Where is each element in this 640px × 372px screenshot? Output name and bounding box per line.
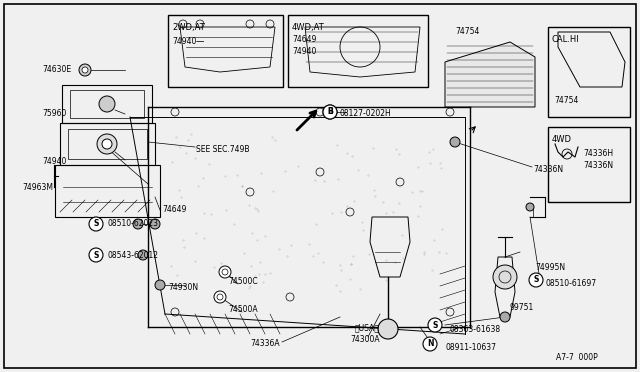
Circle shape <box>97 134 117 154</box>
Text: B: B <box>327 108 333 116</box>
Bar <box>548 127 630 202</box>
Text: 08127-0202H: 08127-0202H <box>340 109 392 119</box>
Text: 4WD: 4WD <box>552 135 572 144</box>
Polygon shape <box>445 42 535 107</box>
Text: 74754: 74754 <box>455 28 479 36</box>
Text: 74649: 74649 <box>162 205 186 215</box>
Text: 〈USA〉: 〈USA〉 <box>355 324 380 333</box>
Circle shape <box>217 294 223 300</box>
Circle shape <box>423 337 437 351</box>
Text: B: B <box>327 108 333 116</box>
Circle shape <box>150 219 160 229</box>
Circle shape <box>378 319 398 339</box>
Text: S: S <box>432 321 438 330</box>
Text: 74995N: 74995N <box>535 263 565 272</box>
Text: 74940: 74940 <box>292 47 316 56</box>
Circle shape <box>323 105 337 119</box>
Text: 74336N: 74336N <box>583 161 613 170</box>
Text: S: S <box>533 276 539 285</box>
Text: 08363-61638: 08363-61638 <box>449 324 500 334</box>
Text: A7-7  000P: A7-7 000P <box>556 353 598 362</box>
Text: 74500A: 74500A <box>228 305 258 314</box>
Circle shape <box>89 217 103 231</box>
Circle shape <box>133 219 143 229</box>
Circle shape <box>102 139 112 149</box>
Bar <box>168 15 283 87</box>
Text: 2WD,AT: 2WD,AT <box>172 23 205 32</box>
Text: 08543-62012: 08543-62012 <box>108 250 159 260</box>
Text: 74336N: 74336N <box>533 166 563 174</box>
Circle shape <box>89 248 103 262</box>
Text: 74649: 74649 <box>292 35 316 44</box>
Text: 74300A: 74300A <box>350 336 380 344</box>
Bar <box>60 123 155 165</box>
Circle shape <box>323 105 337 119</box>
Text: 74336A: 74336A <box>250 340 280 349</box>
Text: 74930N: 74930N <box>168 283 198 292</box>
Text: 75960: 75960 <box>42 109 67 119</box>
Circle shape <box>500 312 510 322</box>
Text: N: N <box>427 340 433 349</box>
Text: 08510-62023: 08510-62023 <box>108 219 159 228</box>
Bar <box>548 27 630 117</box>
Circle shape <box>526 203 534 211</box>
Text: S: S <box>93 219 99 228</box>
Circle shape <box>222 269 228 275</box>
Text: 74963M: 74963M <box>22 183 53 192</box>
Text: S: S <box>93 250 99 260</box>
Circle shape <box>493 265 517 289</box>
Text: CAL.HI: CAL.HI <box>552 35 580 44</box>
Text: 74754: 74754 <box>554 96 579 105</box>
Bar <box>70 90 144 118</box>
Text: SEE SEC.749B: SEE SEC.749B <box>196 145 250 154</box>
Circle shape <box>138 250 148 260</box>
Text: 74630E: 74630E <box>42 65 71 74</box>
Text: 4WD,AT: 4WD,AT <box>292 23 324 32</box>
Circle shape <box>450 137 460 147</box>
Circle shape <box>79 64 91 76</box>
Circle shape <box>99 96 115 112</box>
Text: 74500C: 74500C <box>228 278 258 286</box>
Text: 74940―: 74940― <box>172 37 204 46</box>
Text: 08510-61697: 08510-61697 <box>545 279 596 289</box>
Circle shape <box>82 67 88 73</box>
Bar <box>68 129 147 159</box>
Circle shape <box>219 266 231 278</box>
Circle shape <box>214 291 226 303</box>
Bar <box>62 85 152 123</box>
Text: 08911-10637: 08911-10637 <box>445 343 496 353</box>
Bar <box>55 165 160 217</box>
Circle shape <box>155 280 165 290</box>
Text: 74336H: 74336H <box>583 149 613 158</box>
Bar <box>288 15 428 87</box>
Text: 74940: 74940 <box>42 157 67 167</box>
Text: 99751: 99751 <box>510 302 534 311</box>
Circle shape <box>428 318 442 332</box>
Circle shape <box>529 273 543 287</box>
